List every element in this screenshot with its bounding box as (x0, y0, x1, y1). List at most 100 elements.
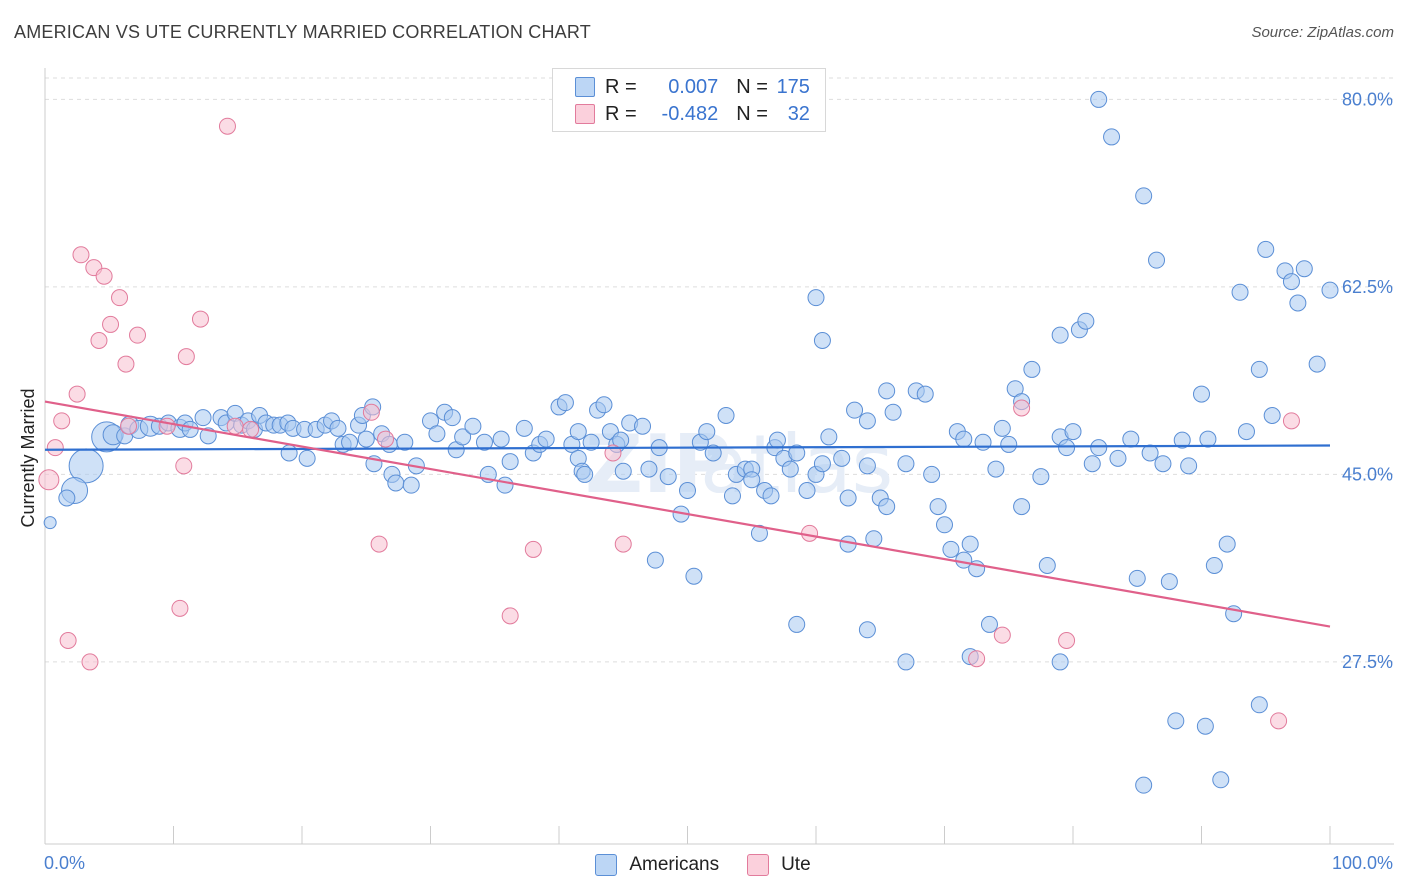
american-point (781, 460, 799, 478)
ute-point (46, 439, 64, 457)
ute-point (171, 599, 189, 617)
american-point (762, 487, 780, 505)
ute-point (968, 650, 986, 668)
axes (44, 68, 1394, 845)
american-point (798, 482, 816, 499)
american-point (492, 430, 510, 448)
american-point (659, 468, 677, 486)
legend-r-label: R = (605, 75, 637, 98)
american-point (1148, 251, 1166, 269)
trend-line-ute (44, 400, 1331, 628)
american-point (1032, 468, 1050, 486)
american-point (194, 409, 212, 427)
american-point (846, 401, 864, 419)
ute-point (501, 607, 519, 625)
legend-swatch-americans (575, 77, 595, 97)
american-point (878, 498, 896, 516)
american-point (858, 621, 876, 639)
american-point (181, 420, 199, 438)
ute-point (614, 535, 632, 553)
american-point (878, 382, 896, 400)
american-point (1128, 569, 1146, 587)
american-point (1000, 435, 1018, 453)
legend-swatch-ute (575, 104, 595, 124)
y-tick-label: 45.0% (1342, 464, 1393, 484)
american-point (329, 419, 347, 437)
legend-n-label: N = (736, 102, 768, 125)
american-point (1231, 283, 1249, 301)
american-point (813, 332, 831, 349)
legend-row-ute: R = -0.482 N = 32 (553, 101, 810, 127)
american-point (1077, 312, 1095, 330)
american-point (1180, 457, 1198, 475)
american-point (936, 516, 953, 534)
legend-r-label: R = (605, 102, 637, 125)
american-point (1051, 653, 1069, 671)
american-point (750, 524, 768, 542)
american-point (717, 407, 735, 424)
american-point (1135, 187, 1153, 205)
american-point (1289, 294, 1307, 312)
american-point (464, 417, 482, 435)
ute-point (111, 289, 129, 307)
ute-point (362, 403, 380, 421)
ute-point (117, 355, 135, 373)
american-point (569, 423, 587, 441)
american-point (1064, 423, 1082, 441)
american-point (1083, 455, 1101, 473)
american-point (595, 396, 613, 414)
american-point (833, 449, 851, 467)
american-point (537, 430, 555, 448)
american-point (614, 462, 632, 480)
american-point (768, 431, 786, 449)
series-legend: Americans Ute (0, 852, 1406, 878)
american-point (1282, 273, 1300, 291)
ute-point (1282, 412, 1300, 430)
american-point (955, 551, 973, 569)
ute-point (81, 653, 99, 671)
american-point (43, 516, 57, 530)
american-point (341, 433, 359, 451)
ute-point (177, 348, 195, 366)
american-point (929, 498, 947, 516)
american-point (1237, 423, 1255, 441)
chart-title: AMERICAN VS UTE CURRENTLY MARRIED CORREL… (14, 22, 591, 42)
american-point (1122, 430, 1140, 448)
american-point (1193, 385, 1210, 403)
american-point (1199, 430, 1217, 448)
american-point (1013, 498, 1031, 516)
ute-point (524, 540, 542, 558)
american-point (501, 453, 519, 471)
legend-swatch-ute (747, 854, 770, 876)
american-point (515, 419, 533, 437)
american-point (955, 430, 973, 448)
ute-point (993, 626, 1011, 644)
american-point (582, 433, 600, 451)
american-point (865, 530, 883, 548)
stats-legend: R = 0.007 N = 175 R = -0.482 N = 32 (552, 68, 826, 132)
american-point (475, 433, 493, 451)
ute-point (1058, 632, 1076, 649)
ute-point (1270, 712, 1288, 730)
american-point (396, 433, 414, 451)
american-point (1250, 360, 1268, 378)
legend-label-ute: Ute (781, 854, 811, 875)
american-point (1218, 535, 1236, 553)
legend-item-ute: Ute (747, 854, 811, 876)
ute-point (242, 420, 260, 438)
american-point (576, 465, 594, 483)
american-point (820, 428, 838, 446)
ute-point (38, 469, 60, 491)
american-point (58, 489, 76, 507)
american-point (1058, 439, 1076, 457)
american-point (704, 444, 722, 462)
ute-point (191, 310, 209, 328)
american-point (280, 444, 298, 462)
ute-point (102, 315, 120, 333)
american-point (1212, 771, 1230, 789)
american-point (980, 615, 998, 633)
american-point (1154, 455, 1172, 473)
american-point (1160, 573, 1178, 591)
american-point (942, 540, 960, 558)
